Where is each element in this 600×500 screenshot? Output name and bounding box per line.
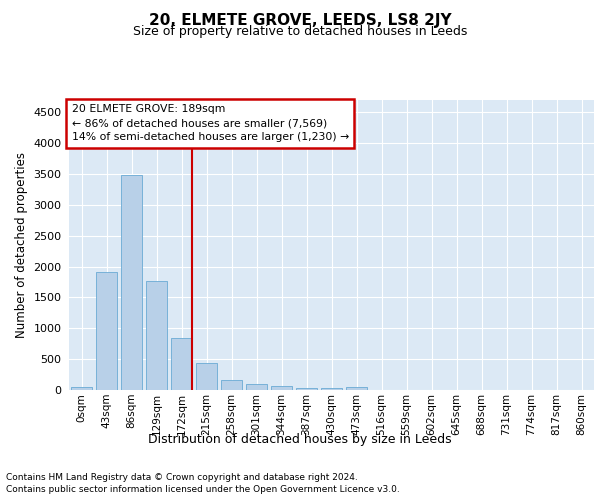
Text: Size of property relative to detached houses in Leeds: Size of property relative to detached ho… xyxy=(133,25,467,38)
Text: 20 ELMETE GROVE: 189sqm
← 86% of detached houses are smaller (7,569)
14% of semi: 20 ELMETE GROVE: 189sqm ← 86% of detache… xyxy=(71,104,349,142)
Bar xyxy=(121,176,142,390)
Bar xyxy=(321,388,342,390)
Bar xyxy=(246,384,267,390)
Text: Distribution of detached houses by size in Leeds: Distribution of detached houses by size … xyxy=(148,432,452,446)
Text: Contains public sector information licensed under the Open Government Licence v3: Contains public sector information licen… xyxy=(6,485,400,494)
Bar xyxy=(271,386,292,390)
Bar xyxy=(146,282,167,390)
Bar xyxy=(221,380,242,390)
Bar xyxy=(96,272,117,390)
Bar xyxy=(71,387,92,390)
Text: 20, ELMETE GROVE, LEEDS, LS8 2JY: 20, ELMETE GROVE, LEEDS, LS8 2JY xyxy=(149,12,451,28)
Text: Contains HM Land Registry data © Crown copyright and database right 2024.: Contains HM Land Registry data © Crown c… xyxy=(6,472,358,482)
Bar xyxy=(296,388,317,390)
Bar xyxy=(171,338,192,390)
Y-axis label: Number of detached properties: Number of detached properties xyxy=(14,152,28,338)
Bar xyxy=(196,363,217,390)
Bar xyxy=(346,387,367,390)
